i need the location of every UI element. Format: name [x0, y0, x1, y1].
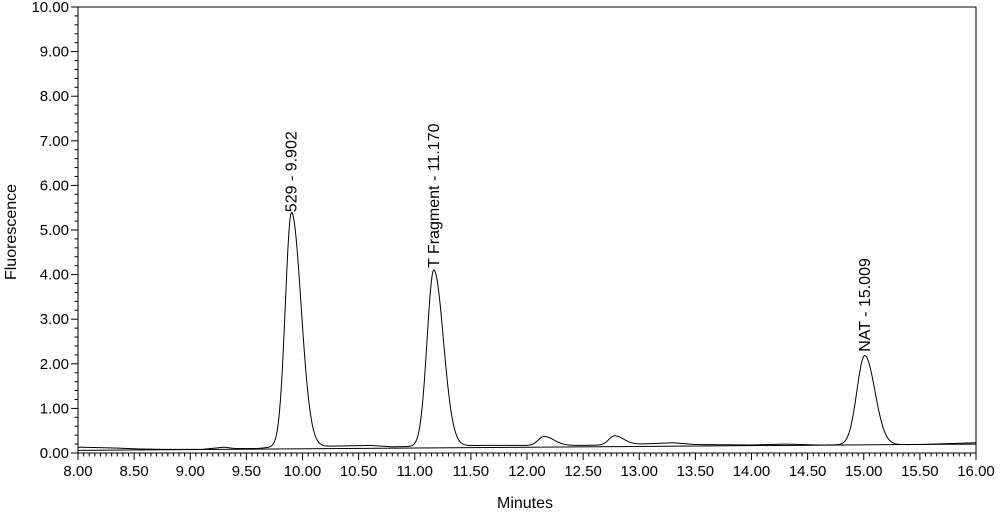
- y-tick-label: 7.00: [40, 133, 69, 150]
- x-tick-label: 15.00: [845, 463, 883, 480]
- axes: 8.00 8.50 9.00 9.50 10.00 10.50 11.00 11.50 12.0…: [31, 0, 994, 480]
- x-tick-label: 8.50: [120, 463, 149, 480]
- y-tick-label: 1.00: [40, 400, 69, 417]
- x-tick-label: 12.50: [564, 463, 602, 480]
- y-tick-label: 9.00: [40, 44, 69, 61]
- y-tick-label: 5.00: [40, 222, 69, 239]
- y-tick-label: 2.00: [40, 356, 69, 373]
- peak-label: 529 - 9.902: [284, 131, 301, 212]
- x-tick-label: 15.50: [901, 463, 939, 480]
- x-tick-label: 11.00: [397, 463, 433, 480]
- y-tick-label: 10.00: [31, 0, 69, 16]
- trace-group: [77, 212, 977, 451]
- y-tick-label: 0.00: [40, 445, 69, 462]
- x-tick-label: 9.50: [232, 463, 261, 480]
- x-tick-label: 14.50: [789, 463, 827, 480]
- integration-baseline: [77, 443, 977, 451]
- y-tick-label: 8.00: [40, 88, 69, 105]
- x-axis-title: Minutes: [497, 495, 553, 512]
- y-tick-label: 3.00: [40, 311, 69, 328]
- x-tick-label: 9.00: [176, 463, 205, 480]
- y-tick-label: 6.00: [40, 177, 69, 194]
- plot-frame: [77, 6, 977, 454]
- x-tick-label: 11.50: [453, 463, 489, 480]
- x-tick-label: 16.00: [957, 463, 995, 480]
- x-tick-label: 10.50: [340, 463, 378, 480]
- x-tick-label: 14.00: [733, 463, 771, 480]
- x-tick-label: 13.00: [620, 463, 658, 480]
- y-tick-label: 4.00: [40, 267, 69, 284]
- x-tick-label: 12.00: [508, 463, 546, 480]
- y-axis-title: Fluorescence: [3, 184, 20, 280]
- x-tick-label: 13.50: [677, 463, 715, 480]
- x-tick-label: 8.00: [63, 463, 92, 480]
- series-trace: [77, 212, 977, 450]
- peak-label: T Fragment - 11.170: [426, 123, 443, 267]
- annotations-group: 529 - 9.902 T Fragment - 11.170 NAT - 15.0…: [284, 123, 874, 351]
- peak-label: NAT - 15.009: [857, 258, 874, 352]
- x-tick-label: 10.00: [284, 463, 322, 480]
